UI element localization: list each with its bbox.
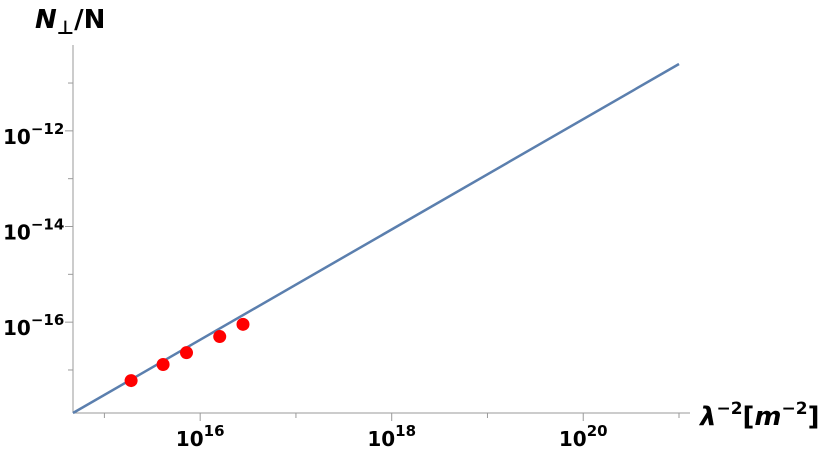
data-point	[213, 330, 227, 344]
x-tick-label: 1016	[176, 422, 225, 451]
axes	[72, 45, 690, 414]
x-tick-label-base: 10	[559, 427, 587, 451]
data-point	[236, 317, 250, 331]
x-tick-label-exponent: 20	[587, 422, 608, 440]
data-point	[180, 346, 194, 360]
x-label-mid: [	[743, 402, 755, 432]
x-tick-label-exponent: 16	[204, 422, 225, 440]
y-label-sub: ⊥	[57, 17, 74, 39]
y-tick-label: 10−14	[3, 216, 64, 245]
fit-line	[72, 62, 680, 415]
y-label-main: N	[35, 5, 57, 35]
x-label-unit: m	[754, 402, 781, 432]
y-tick-label-exponent: −14	[31, 216, 64, 234]
x-tick-label: 1018	[367, 422, 416, 451]
x-tick-label: 1020	[559, 422, 608, 451]
y-axis-label: N⊥/N	[35, 5, 105, 39]
y-label-tail: /N	[74, 5, 105, 35]
x-tick-label-base: 10	[176, 427, 204, 451]
x-label-sup2: −2	[782, 399, 808, 419]
plot-series	[72, 62, 680, 415]
x-axis-label: λ−2[m−2]	[698, 399, 819, 432]
x-label-end: ]	[808, 402, 820, 432]
data-point	[156, 358, 170, 372]
x-tick-label-base: 10	[367, 427, 395, 451]
y-tick-label-exponent: −12	[31, 120, 64, 138]
y-tick-label-base: 10	[3, 125, 31, 149]
x-tick-label-exponent: 18	[395, 422, 416, 440]
y-tick-label: 10−16	[3, 311, 64, 340]
y-tick-label-base: 10	[3, 221, 31, 245]
y-tick-label: 10−12	[3, 120, 64, 149]
tick-marks	[65, 82, 680, 421]
x-label-base: λ	[698, 402, 716, 432]
data-point	[124, 374, 138, 388]
x-label-sup1: −2	[716, 399, 742, 419]
y-tick-label-exponent: −16	[31, 311, 64, 329]
y-tick-label-base: 10	[3, 316, 31, 340]
